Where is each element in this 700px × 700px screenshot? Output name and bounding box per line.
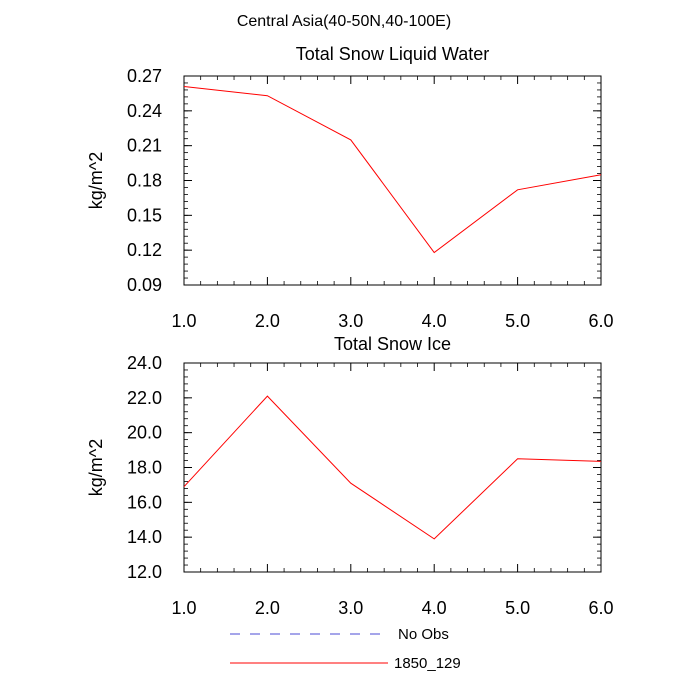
panel-title: Total Snow Ice (334, 334, 451, 354)
x-tick-label: 4.0 (422, 311, 447, 331)
x-tick-label: 3.0 (338, 598, 363, 618)
series-line-1850_129 (183, 86, 602, 254)
y-tick-label: 0.24 (127, 101, 162, 121)
legend-label-1: No Obs (398, 626, 449, 643)
y-tick-label: 0.27 (127, 66, 162, 86)
legend: No Obs 1850_129 (230, 626, 461, 672)
x-tick-label: 4.0 (422, 598, 447, 618)
x-tick-label: 1.0 (171, 311, 196, 331)
series-line-1850_129 (183, 395, 602, 540)
x-tick-label: 6.0 (588, 311, 613, 331)
y-axis-label: kg/m^2 (86, 439, 106, 496)
y-tick-label: 22.0 (127, 388, 162, 408)
plot-frame (183, 362, 602, 573)
figure-title: Central Asia(40-50N,40-100E) (237, 13, 451, 30)
y-tick-label: 0.15 (127, 205, 162, 225)
y-tick-label: 20.0 (127, 423, 162, 443)
panel-title: Total Snow Liquid Water (296, 44, 489, 64)
chart-panel-1: Total Snow Liquid Water 0.09 0.12 0.15 0.18 0… (86, 44, 614, 331)
x-tick-label: 2.0 (255, 311, 280, 331)
plot-frame (183, 75, 602, 286)
y-tick-label: 24.0 (127, 353, 162, 373)
y-tick-label: 0.18 (127, 171, 162, 191)
x-tick-label: 5.0 (505, 598, 530, 618)
y-tick-label: 16.0 (127, 492, 162, 512)
panels: Total Snow Liquid Water 0.09 0.12 0.15 0.18 0… (86, 44, 614, 618)
chart-panel-2: Total Snow Ice 12.0 14.0 16.0 18.0 20.0 22.0 24… (86, 334, 614, 618)
y-axis-label: kg/m^2 (86, 152, 106, 209)
y-tick-label: 14.0 (127, 527, 162, 547)
y-tick-label: 18.0 (127, 458, 162, 478)
y-tick-label: 0.09 (127, 275, 162, 295)
x-tick-label: 1.0 (171, 598, 196, 618)
y-tick-label: 12.0 (127, 562, 162, 582)
y-tick-label: 0.21 (127, 136, 162, 156)
x-tick-label: 3.0 (338, 311, 363, 331)
x-tick-label: 5.0 (505, 311, 530, 331)
y-tick-label: 0.12 (127, 240, 162, 260)
legend-label-2: 1850_129 (394, 655, 461, 672)
x-tick-label: 6.0 (588, 598, 613, 618)
x-tick-label: 2.0 (255, 598, 280, 618)
